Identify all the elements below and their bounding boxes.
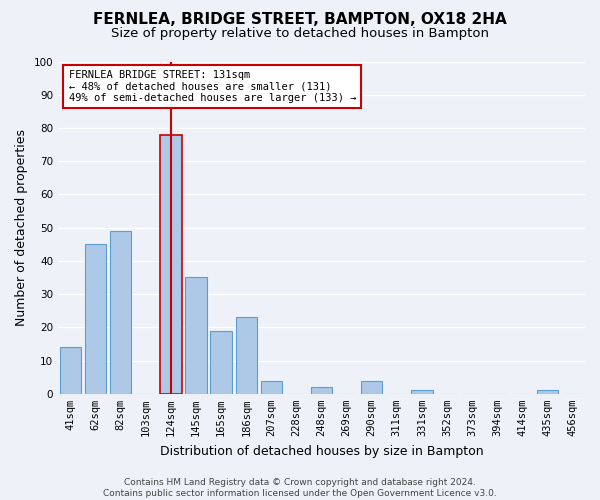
Bar (110, 231, 131, 394)
Bar (536, 390, 558, 394)
Text: Size of property relative to detached houses in Bampton: Size of property relative to detached ho… (111, 28, 489, 40)
Bar (411, 390, 433, 394)
Y-axis label: Number of detached properties: Number of detached properties (15, 129, 28, 326)
Text: FERNLEA, BRIDGE STREET, BAMPTON, OX18 2HA: FERNLEA, BRIDGE STREET, BAMPTON, OX18 2H… (93, 12, 507, 28)
Bar (85, 244, 106, 394)
Text: FERNLEA BRIDGE STREET: 131sqm
← 48% of detached houses are smaller (131)
49% of : FERNLEA BRIDGE STREET: 131sqm ← 48% of d… (68, 70, 356, 103)
Text: Contains HM Land Registry data © Crown copyright and database right 2024.
Contai: Contains HM Land Registry data © Crown c… (103, 478, 497, 498)
Bar (185, 278, 207, 394)
Bar (361, 380, 382, 394)
Bar (211, 330, 232, 394)
Bar (311, 387, 332, 394)
Bar (160, 134, 182, 394)
Bar (236, 318, 257, 394)
X-axis label: Distribution of detached houses by size in Bampton: Distribution of detached houses by size … (160, 444, 484, 458)
Bar (260, 380, 282, 394)
Bar (60, 348, 81, 394)
